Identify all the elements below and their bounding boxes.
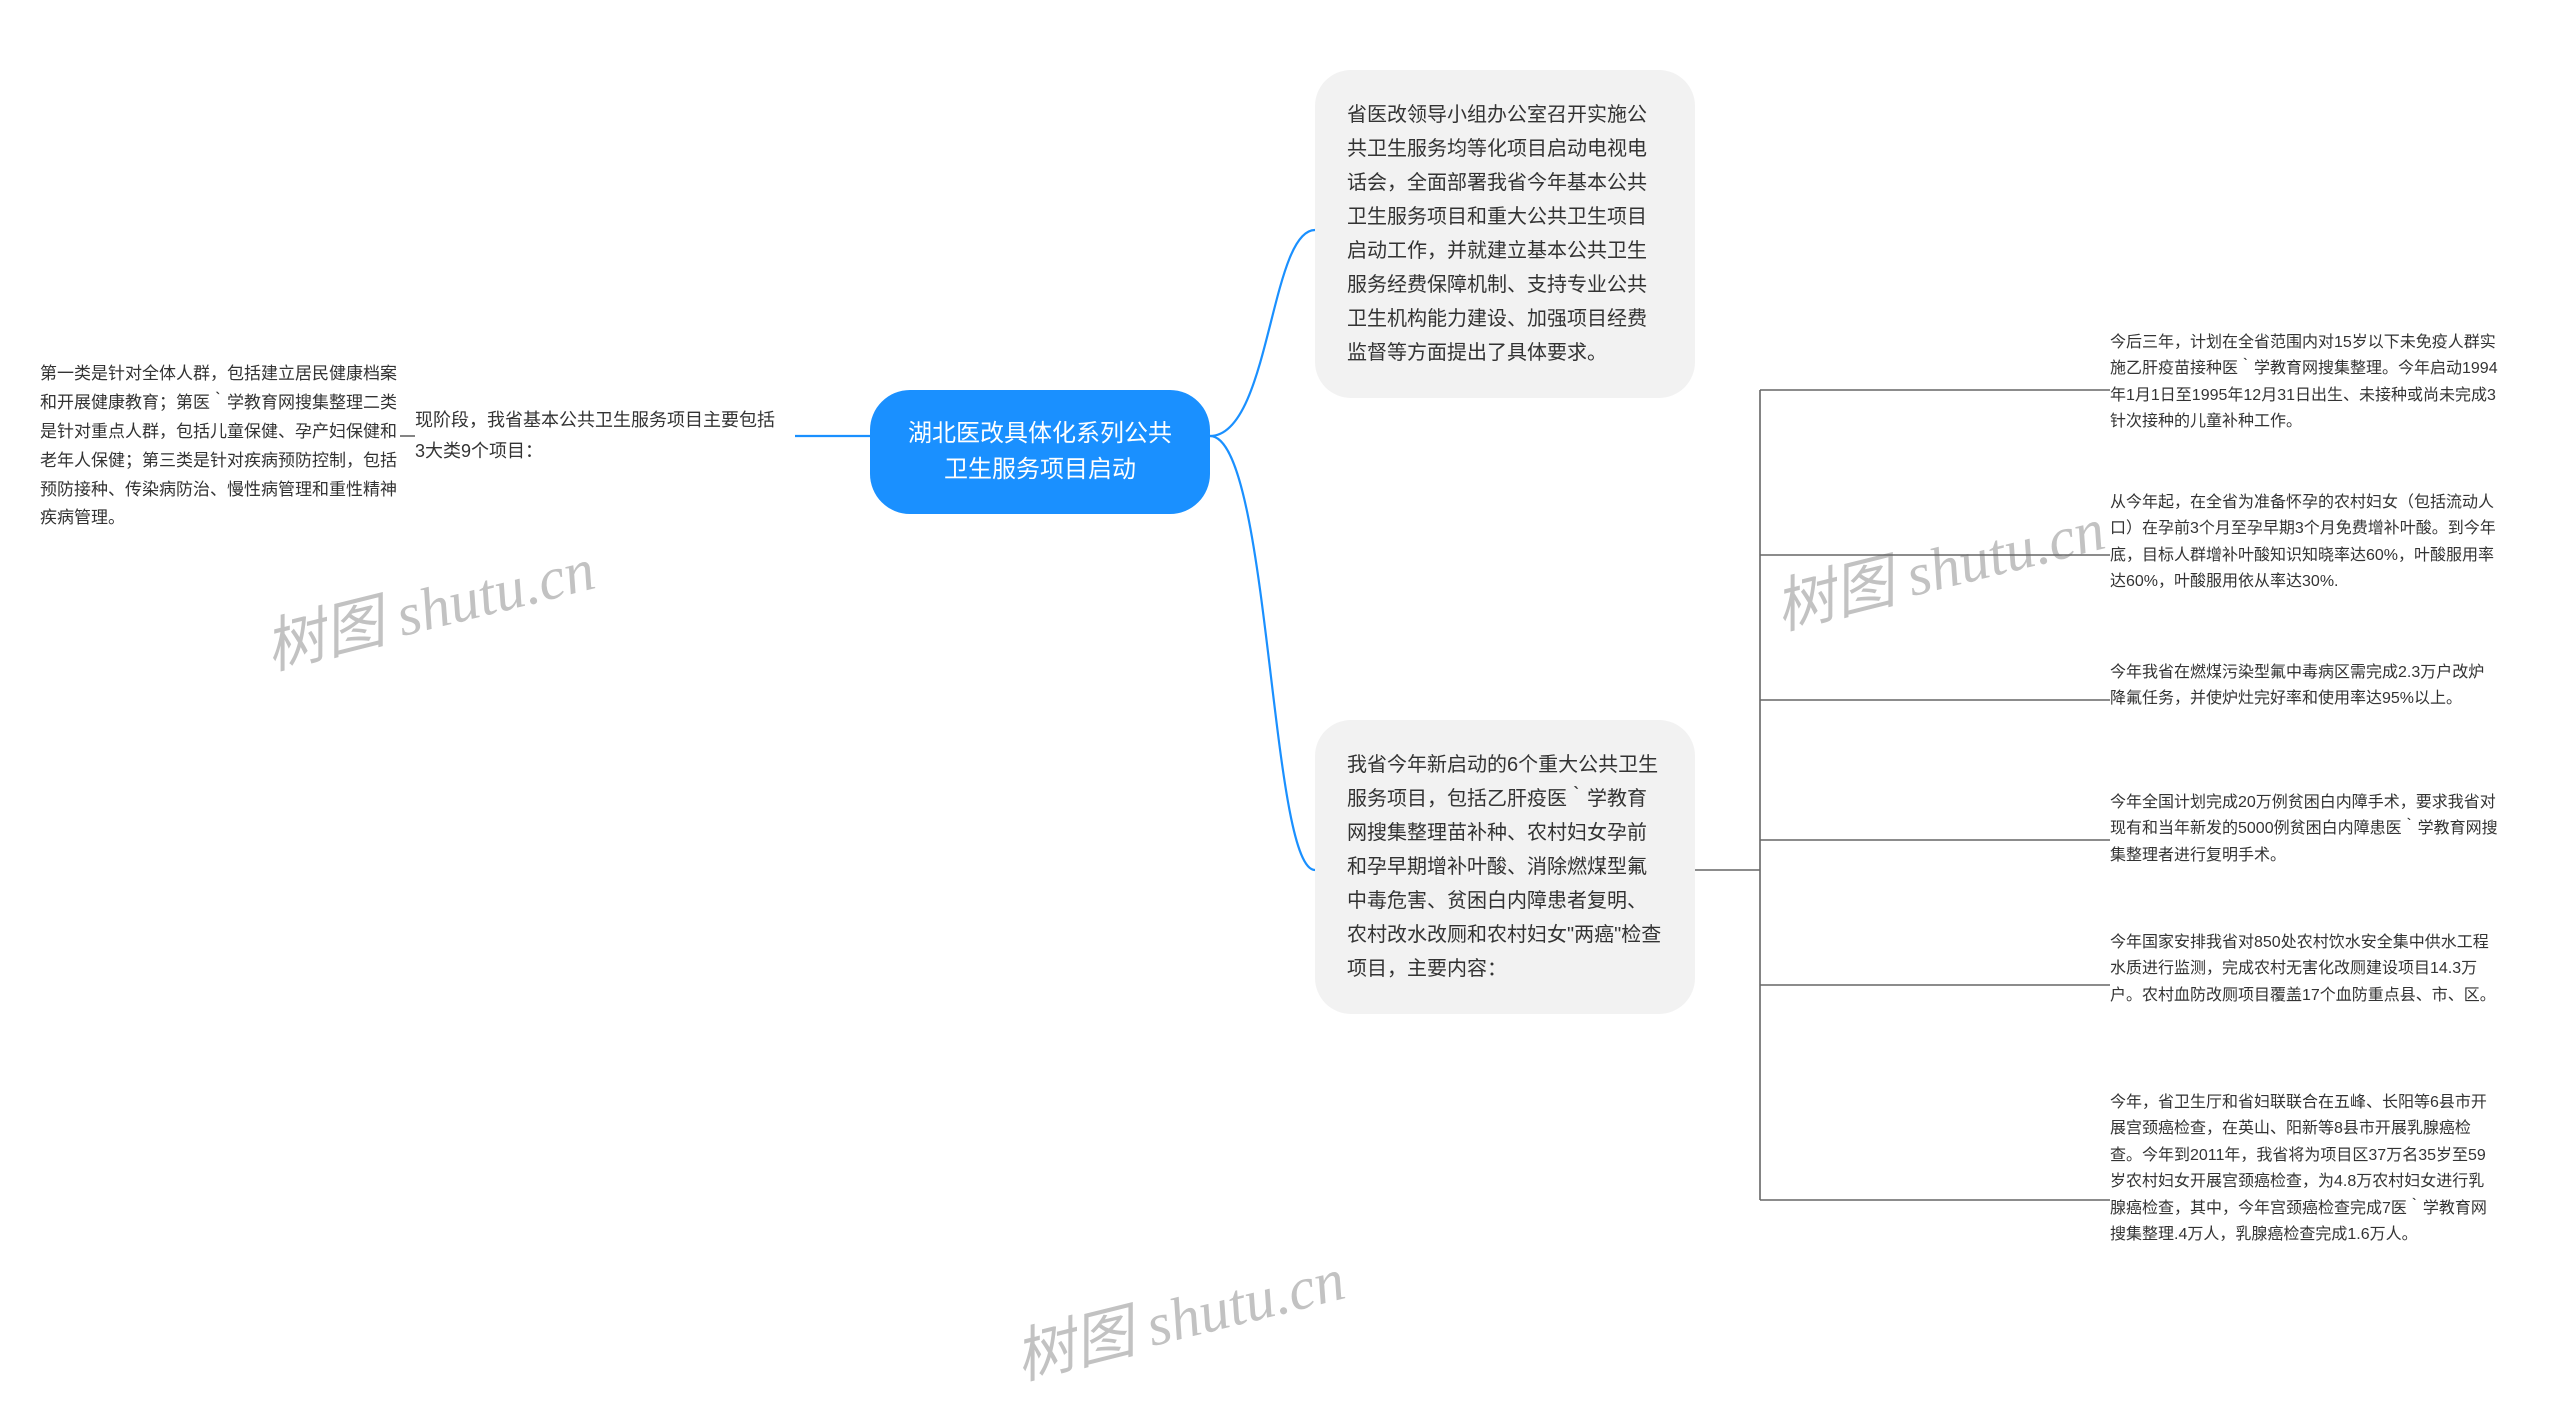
branch-right-bottom: 我省今年新启动的6个重大公共卫生服务项目，包括乙肝疫医｀学教育网搜集整理苗补种、… xyxy=(1315,720,1695,1014)
leaf-right-1: 今后三年，计划在全省范围内对15岁以下未免疫人群实施乙肝疫苗接种医｀学教育网搜集… xyxy=(2110,330,2500,436)
watermark: 树图 shutu.cn xyxy=(1764,481,2112,647)
leaf-right-5: 今年国家安排我省对850处农村饮水安全集中供水工程水质进行监测，完成农村无害化改… xyxy=(2110,930,2500,1009)
leaf-right-4: 今年全国计划完成20万例贫困白内障手术，要求我省对现有和当年新发的5000例贫困… xyxy=(2110,790,2500,869)
branch-left: 现阶段，我省基本公共卫生服务项目主要包括3大类9个项目： xyxy=(415,405,775,466)
leaf-right-3: 今年我省在燃煤污染型氟中毒病区需完成2.3万户改炉降氟任务，并使炉灶完好率和使用… xyxy=(2110,660,2500,713)
watermark: 树图 shutu.cn xyxy=(254,521,602,687)
leaf-left: 第一类是针对全体人群，包括建立居民健康档案和开展健康教育；第医｀学教育网搜集整理… xyxy=(40,360,400,533)
branch-right-top: 省医改领导小组办公室召开实施公共卫生服务均等化项目启动电视电话会，全面部署我省今… xyxy=(1315,70,1695,398)
root-node: 湖北医改具体化系列公共卫生服务项目启动 xyxy=(870,390,1210,514)
leaf-right-2: 从今年起，在全省为准备怀孕的农村妇女（包括流动人口）在孕前3个月至孕早期3个月免… xyxy=(2110,490,2500,596)
mindmap-stage: 树图 shutu.cn 树图 shutu.cn 树图 shutu.cn 湖北医改… xyxy=(0,0,2560,1411)
leaf-right-6: 今年，省卫生厅和省妇联联合在五峰、长阳等6县市开展宫颈癌检查，在英山、阳新等8县… xyxy=(2110,1090,2500,1248)
watermark: 树图 shutu.cn xyxy=(1004,1231,1352,1397)
